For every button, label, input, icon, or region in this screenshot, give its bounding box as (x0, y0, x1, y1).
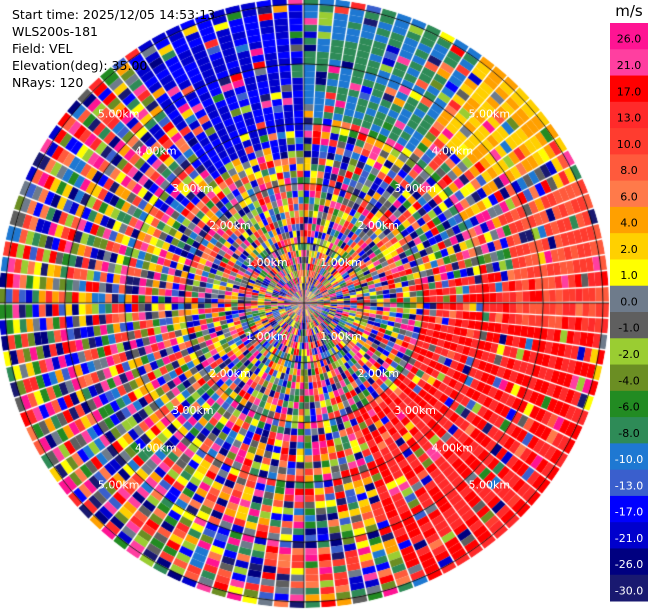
elevation-text: Elevation(deg): 35.00 (12, 58, 148, 73)
range-ring-label: 4.00km (431, 145, 473, 158)
range-ring-label: 2.00km (209, 367, 251, 380)
range-ring-labels: 1.00km 1.00km 1.00km 1.00km 2.00km 2.00km 2.00… (98, 108, 510, 492)
colorbar-cell (610, 522, 648, 549)
colorbar-cell (610, 417, 648, 444)
colorbar-tick-label: 10.0 (617, 138, 642, 151)
colorbar-tick-label: -13.0 (615, 479, 643, 492)
field-text: Field: VEL (12, 41, 73, 56)
start-time-text: Start time: 2025/12/05 14:53:13 (12, 7, 216, 22)
colorbar-cell (610, 548, 648, 576)
colorbar-cell (610, 233, 648, 260)
colorbar-tick-label: 8.0 (620, 164, 638, 177)
colorbar-cell (610, 259, 648, 287)
range-ring-label: 2.00km (357, 219, 399, 232)
site-text: WLS200s-181 (12, 24, 98, 39)
colorbar-cell (610, 49, 648, 77)
colorbar-tick-labels: 26.0 21.0 17.0 13.0 10.0 8.0 6.0 4.0 2.0 1.0 0.0 -1… (615, 33, 643, 598)
colorbar-cell (610, 206, 648, 234)
colorbar-cell (610, 364, 648, 392)
range-ring-label: 1.00km (246, 256, 288, 269)
colorbar-cell (610, 574, 648, 602)
range-ring-label: 5.00km (469, 478, 511, 491)
range-ring-label: 3.00km (394, 404, 436, 417)
colorbar-tick-label: 6.0 (620, 190, 638, 203)
colorbar-tick-label: 13.0 (617, 112, 642, 125)
range-ring-label: 1.00km (320, 330, 362, 343)
colorbar-cell (610, 443, 648, 471)
range-ring-label: 3.00km (394, 182, 436, 195)
range-ring-label: 4.00km (135, 441, 177, 454)
colorbar-cell (610, 180, 648, 208)
colorbar-tick-label: 21.0 (617, 59, 642, 72)
colorbar-unit: m/s (615, 2, 643, 20)
info-panel: Start time: 2025/12/05 14:53:13 WLS200s-… (12, 6, 215, 91)
colorbar-cell (610, 469, 648, 497)
colorbar-cells (610, 23, 648, 602)
range-ring-label: 4.00km (135, 145, 177, 158)
colorbar-tick-label: 26.0 (617, 33, 642, 46)
colorbar-tick-label: -21.0 (615, 532, 643, 545)
range-ring-label: 1.00km (246, 330, 288, 343)
range-ring-label: 4.00km (431, 441, 473, 454)
colorbar-cell (610, 495, 648, 523)
colorbar-tick-label: 0.0 (620, 295, 638, 308)
colorbar-tick-label: -17.0 (615, 506, 643, 519)
colorbar-tick-label: -4.0 (618, 374, 639, 387)
colorbar-cell (610, 154, 648, 182)
colorbar-tick-label: -6.0 (618, 401, 639, 414)
range-ring-label: 3.00km (172, 404, 214, 417)
colorbar-cell (610, 23, 648, 50)
range-ring-label: 5.00km (98, 108, 140, 121)
colorbar-tick-label: 17.0 (617, 85, 642, 98)
colorbar-tick-label: -2.0 (618, 348, 639, 361)
colorbar-cell (610, 101, 648, 129)
colorbar-cell (610, 128, 648, 155)
colorbar-cell (610, 285, 648, 313)
colorbar-tick-label: 1.0 (620, 269, 638, 282)
colorbar-tick-label: -30.0 (615, 584, 643, 597)
colorbar-cell (610, 312, 648, 339)
nrays-text: NRays: 120 (12, 75, 84, 90)
range-ring-label: 2.00km (209, 219, 251, 232)
colorbar-tick-label: -1.0 (618, 322, 639, 335)
colorbar-cell (610, 75, 648, 103)
colorbar-tick-label: -10.0 (615, 453, 643, 466)
colorbar-tick-label: -8.0 (618, 427, 639, 440)
colorbar-cell (610, 390, 648, 418)
range-ring-label: 5.00km (469, 108, 511, 121)
colorbar-tick-label: 2.0 (620, 243, 638, 256)
colorbar-cell (610, 338, 648, 366)
range-ring-label: 3.00km (172, 182, 214, 195)
colorbar-tick-label: -26.0 (615, 558, 643, 571)
colorbar-tick-label: 4.0 (620, 217, 638, 230)
range-ring-label: 2.00km (357, 367, 399, 380)
range-ring-label: 5.00km (98, 478, 140, 491)
range-ring-label: 1.00km (320, 256, 362, 269)
